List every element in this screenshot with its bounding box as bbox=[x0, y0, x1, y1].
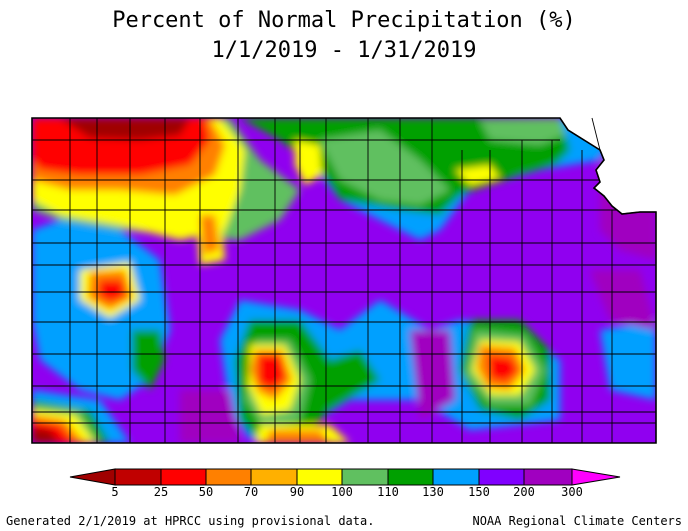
legend-bin bbox=[296, 468, 343, 486]
legend-bin bbox=[387, 468, 434, 486]
legend-label: 300 bbox=[561, 485, 583, 499]
legend-arrow-right bbox=[571, 468, 621, 486]
legend-label: 200 bbox=[513, 485, 535, 499]
neighbor-border bbox=[559, 117, 656, 215]
source-credit: NOAA Regional Climate Centers bbox=[472, 514, 682, 528]
map-title: Percent of Normal Precipitation (%) bbox=[112, 8, 576, 33]
legend-label: 25 bbox=[153, 485, 169, 499]
legend-bin bbox=[341, 468, 389, 486]
map-date-range: 1/1/2019 - 1/31/2019 bbox=[211, 38, 477, 63]
legend-bin bbox=[250, 468, 298, 486]
legend-label: 5 bbox=[111, 485, 119, 499]
legend-bin bbox=[114, 468, 162, 486]
legend-arrow-left bbox=[69, 468, 116, 486]
legend-label: 70 bbox=[243, 485, 259, 499]
generated-note: Generated 2/1/2019 at HPRCC using provis… bbox=[6, 514, 375, 528]
legend-label: 150 bbox=[468, 485, 490, 499]
legend-bin bbox=[478, 468, 525, 486]
legend-bin bbox=[205, 468, 252, 486]
legend-colorbar bbox=[69, 468, 621, 486]
legend-label: 130 bbox=[422, 485, 444, 499]
county-borders bbox=[32, 118, 656, 443]
legend-label: 50 bbox=[198, 485, 214, 499]
precipitation-field bbox=[32, 118, 656, 443]
legend-bin bbox=[432, 468, 480, 486]
legend-label: 110 bbox=[377, 485, 399, 499]
legend-label: 100 bbox=[331, 485, 353, 499]
legend-label: 90 bbox=[289, 485, 305, 499]
legend-bin bbox=[160, 468, 207, 486]
legend-bin bbox=[523, 468, 573, 486]
